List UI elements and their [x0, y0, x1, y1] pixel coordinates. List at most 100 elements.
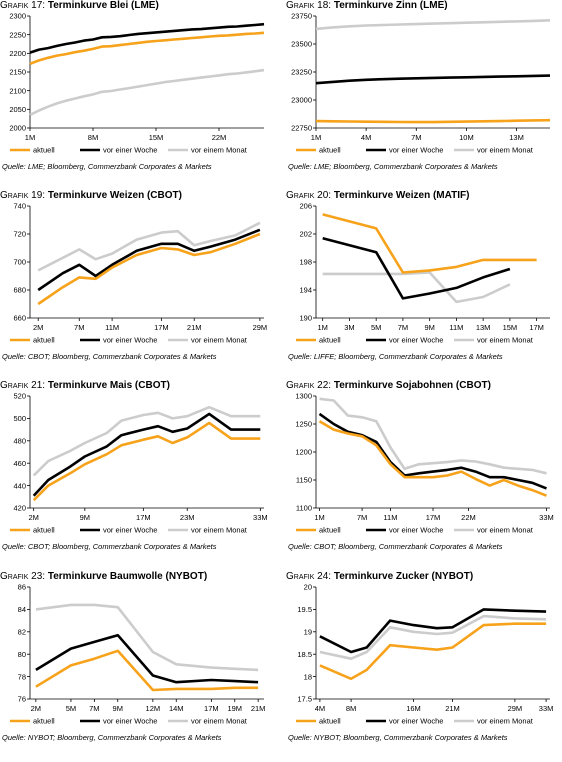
legend-label: aktuell: [33, 336, 55, 345]
y-tick-label: 19.5: [297, 605, 312, 614]
y-tick-label: 190: [299, 314, 312, 323]
series-line-vor-einem-Monat: [315, 19, 551, 31]
y-tick-label: 2200: [9, 49, 26, 58]
y-tick-label: 20: [304, 583, 312, 592]
legend-label: aktuell: [319, 336, 341, 345]
chart-title-text: Terminkurve Baumwolle (NYBOT): [47, 571, 208, 582]
chart-title-text: Terminkurve Weizen (CBOT): [47, 190, 182, 201]
chart-title-text: Terminkurve Blei (LME): [47, 0, 159, 11]
chart-source: Quelle: NYBOT; Bloomberg, Commerzbank Co…: [288, 733, 508, 742]
chart-title-text: Terminkurve Mais (CBOT): [47, 380, 170, 391]
y-tick-label: 202: [299, 230, 312, 239]
legend-label: vor einem Monat: [191, 526, 248, 535]
x-tick-label: 11M: [105, 323, 119, 332]
x-tick-label: 1M: [311, 133, 321, 142]
legend-label: vor einem Monat: [477, 336, 534, 345]
x-tick-label: 1M: [317, 323, 327, 332]
chart-number: Grafik 20:: [286, 190, 334, 201]
series-line-vor-einem-Monat: [35, 603, 259, 672]
x-tick-label: 22M: [461, 513, 476, 522]
x-tick-label: 17M: [154, 323, 169, 332]
y-tick-label: 19: [304, 628, 312, 637]
chart-title-text: Terminkurve Zucker (NYBOT): [333, 571, 474, 582]
chart-panel: Grafik 18: Terminkurve Zinn (LME) 22750 23…: [286, 0, 562, 186]
x-tick-label: 13M: [476, 323, 491, 332]
series-line-aktuell: [37, 232, 261, 306]
x-tick-label: 33M: [253, 513, 268, 522]
line-chart: 1100 1150 1200 1250 1300 1M 7M 11M 17M 22M 33M aktu…: [295, 392, 554, 535]
x-tick-label: 8M: [346, 704, 356, 713]
x-tick-label: 33M: [539, 513, 554, 522]
y-tick-label: 2100: [9, 86, 26, 95]
x-tick-label: 19M: [227, 704, 242, 713]
x-tick-label: 17M: [426, 513, 441, 522]
y-tick-label: 1150: [296, 476, 312, 485]
series-line-vor-einer-Woche: [29, 22, 265, 54]
series-line-aktuell: [319, 622, 547, 681]
x-tick-label: 22M: [212, 133, 227, 142]
chart-title-text: Terminkurve Sojabohnen (CBOT): [333, 380, 491, 391]
legend-label: vor einer Woche: [389, 526, 443, 535]
y-tick-label: 1100: [296, 504, 312, 513]
series-line-vor-einer-Woche: [322, 236, 511, 300]
x-tick-label: 7M: [89, 704, 99, 713]
line-chart: 190 194 198 202 206 1M 3M 5M 7M 9M 11M 13M 15M 17M akt…: [296, 202, 550, 345]
series-line-aktuell: [322, 213, 537, 274]
y-tick-label: 2150: [9, 68, 26, 77]
chart-title-text: Terminkurve Weizen (MATIF): [333, 190, 470, 201]
line-chart: 2000 2050 2100 2150 2200 2250 2300 1M 8M 15M 22M ak…: [9, 12, 265, 155]
x-tick-label: 15M: [503, 323, 518, 332]
legend-label: vor einer Woche: [103, 526, 157, 535]
chart-title: Grafik 22: Terminkurve Sojabohnen (CBOT): [286, 380, 491, 391]
y-tick-label: 740: [13, 202, 26, 211]
chart-title: Grafik 19: Terminkurve Weizen (CBOT): [0, 190, 182, 201]
y-tick-label: 460: [13, 459, 26, 468]
y-tick-label: 17.5: [297, 695, 312, 704]
legend-label: aktuell: [319, 526, 341, 535]
y-tick-label: 80: [18, 650, 26, 659]
y-tick-label: 82: [18, 628, 26, 637]
y-tick-label: 520: [13, 392, 26, 401]
y-tick-label: 86: [18, 583, 26, 592]
y-tick-label: 198: [299, 258, 312, 267]
x-tick-label: 5M: [371, 323, 381, 332]
y-tick-label: 206: [299, 202, 312, 211]
chart-number: Grafik 19:: [0, 190, 48, 201]
series-line-aktuell: [315, 118, 551, 124]
chart-panel: Grafik 24: Terminkurve Zucker (NYBOT) 17.…: [286, 571, 562, 757]
y-tick-label: 84: [18, 605, 26, 614]
legend-label: vor einer Woche: [103, 146, 157, 155]
chart-title: Grafik 21: Terminkurve Mais (CBOT): [0, 380, 170, 391]
series-line-vor-einem-Monat: [319, 397, 547, 475]
x-tick-label: 21M: [251, 704, 266, 713]
x-tick-label: 2M: [28, 513, 38, 522]
line-chart: 76 78 80 82 84 86 2M 5M 7M 9M 12M 14M 17M 19M 21M aktue…: [10, 583, 266, 726]
chart-number: Grafik 18:: [286, 0, 334, 11]
legend-label: vor einer Woche: [103, 336, 157, 345]
series-line-vor-einer-Woche: [37, 228, 261, 292]
y-tick-label: 194: [299, 286, 312, 295]
series-line-vor-einer-Woche: [32, 412, 261, 497]
legend-label: aktuell: [319, 146, 341, 155]
chart-title: Grafik 18: Terminkurve Zinn (LME): [286, 0, 448, 11]
y-tick-label: 660: [13, 314, 26, 323]
y-tick-label: 23500: [291, 40, 312, 49]
x-tick-label: 7M: [398, 323, 408, 332]
x-tick-label: 7M: [357, 513, 367, 522]
y-tick-label: 1250: [295, 420, 312, 429]
x-tick-label: 3M: [344, 323, 354, 332]
x-tick-label: 17M: [204, 704, 219, 713]
chart-title: Grafik 23: Terminkurve Baumwolle (NYBOT): [0, 571, 207, 582]
x-tick-label: 2M: [31, 704, 41, 713]
chart-source: Quelle: CBOT; Bloomberg, Commerzbank Cor…: [2, 542, 217, 551]
x-tick-label: 21M: [445, 704, 460, 713]
chart-title-text: Terminkurve Zinn (LME): [333, 0, 448, 11]
y-tick-label: 18: [304, 672, 312, 681]
legend-label: aktuell: [33, 526, 55, 535]
y-tick-label: 76: [18, 695, 26, 704]
x-tick-label: 8M: [88, 133, 98, 142]
series-line-vor-einer-Woche: [35, 633, 259, 684]
legend-label: aktuell: [33, 146, 55, 155]
x-tick-label: 9M: [424, 323, 434, 332]
series-line-vor-einem-Monat: [32, 405, 261, 477]
